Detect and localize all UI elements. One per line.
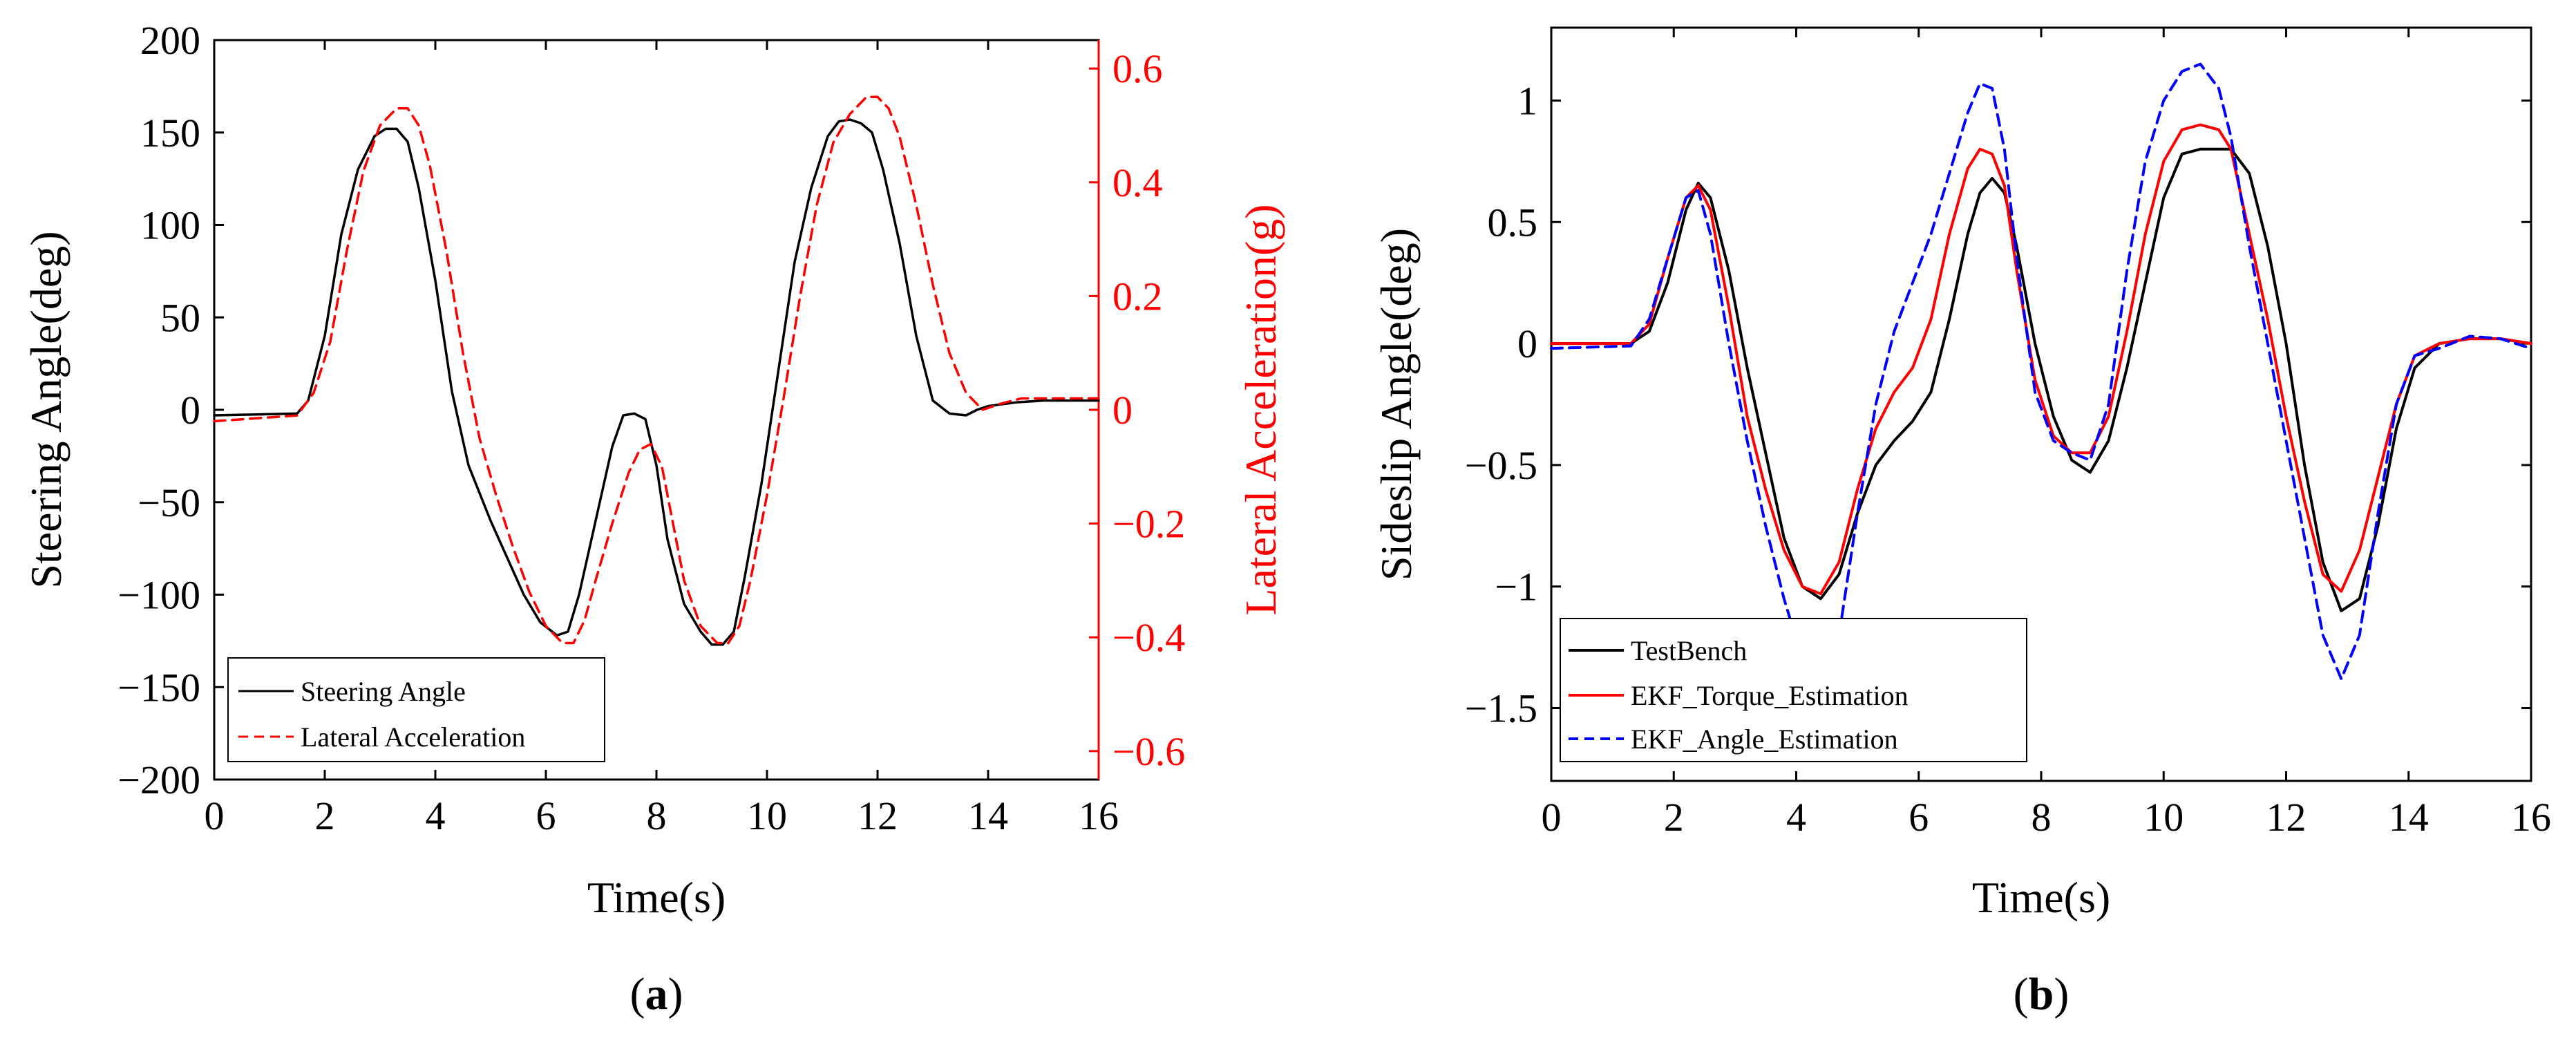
panel-b-caption-close: ) <box>2054 969 2069 1019</box>
panel-b-xtick-label: 6 <box>1909 795 1929 840</box>
panel-b-xtick-label: 14 <box>2389 795 2429 840</box>
panel-a-xtick-label: 0 <box>205 793 225 838</box>
panel-b-series <box>1550 62 2532 681</box>
legend-label-steering-angle: Steering Angle <box>301 676 466 707</box>
panel-b-caption-open: ( <box>2014 969 2029 1019</box>
panel-b-legend-box <box>1560 618 2027 762</box>
legend-label-lateral-acceleration: Lateral Acceleration <box>301 721 525 753</box>
panel-b-ytick-label: 1 <box>1517 78 1537 123</box>
panel-b-ytick-label: 0.5 <box>1488 200 1538 245</box>
panel-a-ytick-label: −100 <box>117 573 200 618</box>
panel-a: 0 2 4 6 8 10 12 14 16 −200 −150 −100 −50 0 50 100 150 200… <box>21 18 1285 1019</box>
panel-a-y2tick-label: 0.2 <box>1112 274 1163 319</box>
panel-b-ytick-label: −1.5 <box>1465 686 1537 731</box>
panel-a-ytick-label: 100 <box>140 203 200 248</box>
panel-a-y2tick-label: −0.4 <box>1112 615 1185 660</box>
legend-label-ekf-angle: EKF_Angle_Estimation <box>1631 724 1898 755</box>
panel-b-xtick-label: 4 <box>1786 795 1806 840</box>
panel-b-xtick-label: 12 <box>2266 795 2307 840</box>
panel-a-tick-labels: 0 2 4 6 8 10 12 14 16 −200 −150 −100 −50 0 50 100 150 200… <box>117 18 1185 838</box>
panel-a-legend-box <box>227 657 605 762</box>
panel-b-ticks <box>1550 28 2532 781</box>
panel-a-caption-close: ) <box>668 969 683 1019</box>
panel-a-y2label: Lateral Acceleration(g) <box>1236 204 1285 615</box>
panel-a-ytick-label: 200 <box>140 18 200 63</box>
panel-a-series-lateral-acceleration <box>213 95 1100 645</box>
panel-b-caption-letter: b <box>2029 969 2054 1019</box>
panel-a-y2tick-label: −0.6 <box>1112 729 1185 774</box>
panel-b: 0 2 4 6 8 10 12 14 16 −1.5 −1 −0.5 0 0.5 1 Time(s) Sid… <box>1372 26 2551 1019</box>
panel-a-ytick-label: −150 <box>117 665 200 710</box>
panel-a-ytick-label: 50 <box>160 295 200 340</box>
panel-b-ytick-label: −0.5 <box>1465 443 1537 488</box>
panel-a-xtick-label: 16 <box>1079 793 1119 838</box>
panel-a-xtick-label: 8 <box>647 793 667 838</box>
panel-b-xtick-label: 10 <box>2143 795 2184 840</box>
panel-a-xtick-label: 4 <box>426 793 446 838</box>
panel-b-ytick-label: −1 <box>1495 565 1537 610</box>
panel-a-ylabel: Steering Angle(deg) <box>21 231 70 588</box>
panel-b-ytick-label: 0 <box>1517 321 1537 366</box>
panel-a-xtick-label: 12 <box>858 793 898 838</box>
panel-a-series-steering-angle <box>213 118 1100 646</box>
panel-a-ticks <box>213 39 1100 781</box>
legend-label-testbench: TestBench <box>1631 635 1747 666</box>
panel-b-xtick-label: 16 <box>2511 795 2551 840</box>
panel-a-ytick-label: −50 <box>138 480 200 525</box>
panel-b-tick-labels: 0 2 4 6 8 10 12 14 16 −1.5 −1 −0.5 0 0.5 1 <box>1465 78 2551 840</box>
panel-a-caption-letter: a <box>645 969 668 1019</box>
panel-a-y2tick-label: 0 <box>1112 388 1133 433</box>
panel-a-ytick-label: 0 <box>180 388 200 433</box>
panel-b-series-testbench <box>1550 147 2532 612</box>
panel-a-legend: Steering Angle Lateral Acceleration <box>227 657 605 762</box>
panel-a-ytick-label: −200 <box>117 757 200 802</box>
panel-b-series-ekf-torque-estimation <box>1550 123 2532 596</box>
panel-a-xlabel: Time(s) <box>587 873 726 922</box>
panel-a-series <box>213 95 1100 646</box>
panel-b-xtick-label: 2 <box>1664 795 1684 840</box>
panel-b-series-ekf-angle-estimation <box>1550 62 2532 681</box>
panel-a-caption: (a) <box>630 969 683 1019</box>
panel-a-caption-open: ( <box>630 969 645 1019</box>
panel-a-xtick-label: 10 <box>747 793 787 838</box>
panel-b-xtick-label: 8 <box>2032 795 2052 840</box>
legend-label-ekf-torque: EKF_Torque_Estimation <box>1631 680 1909 711</box>
panel-b-legend: TestBench EKF_Torque_Estimation EKF_Angl… <box>1560 618 2027 762</box>
panel-b-xtick-label: 0 <box>1542 795 1562 840</box>
panel-a-y2tick-label: −0.2 <box>1112 502 1185 547</box>
panel-a-y2tick-label: 0.4 <box>1112 160 1163 205</box>
panel-a-ytick-label: 150 <box>140 111 200 155</box>
panel-a-xtick-label: 2 <box>315 793 335 838</box>
panel-a-xtick-label: 14 <box>968 793 1008 838</box>
panel-a-y2tick-label: 0.6 <box>1112 46 1163 91</box>
panel-b-ylabel: Sideslip Angle(deg) <box>1372 228 1421 581</box>
panel-a-xtick-label: 6 <box>536 793 556 838</box>
panel-b-caption: (b) <box>2014 969 2070 1019</box>
panel-b-xlabel: Time(s) <box>1972 873 2110 922</box>
